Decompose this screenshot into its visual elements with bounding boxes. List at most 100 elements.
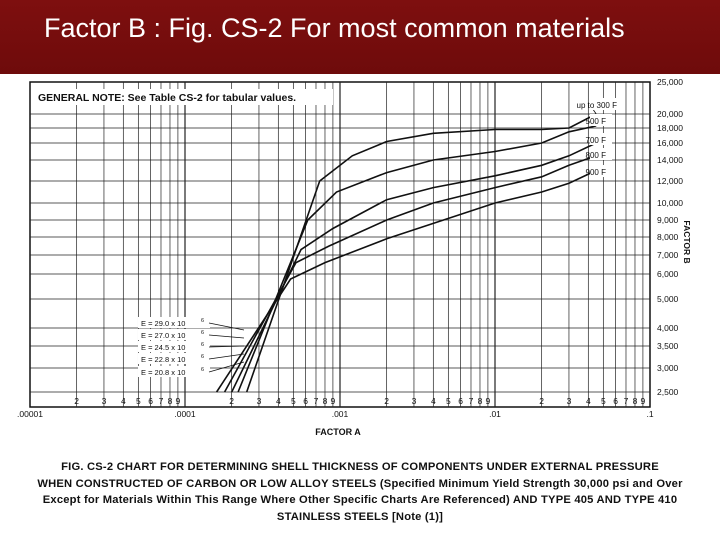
modulus-label: E = 24.5 x 10 <box>141 343 185 352</box>
y-axis-title: FACTOR B <box>682 220 692 263</box>
x-tick-label: 8 <box>633 396 638 406</box>
x-tick-label: 3 <box>412 396 417 406</box>
x-tick-label: 9 <box>176 396 181 406</box>
x-tick-label: 7 <box>314 396 319 406</box>
x-tick-label: 3 <box>567 396 572 406</box>
x-tick-label: .001 <box>332 409 349 419</box>
series-label: up to 300 F <box>577 101 618 110</box>
modulus-exponent: 6 <box>201 330 204 336</box>
x-tick-label: 9 <box>486 396 491 406</box>
caption-line-2: WHEN CONSTRUCTED OF CARBON OR LOW ALLOY … <box>37 477 683 490</box>
y-tick-label: 20,000 <box>657 109 683 119</box>
modulus-label: E = 27.0 x 10 <box>141 331 185 340</box>
x-tick-label: .0001 <box>174 409 196 419</box>
series-lines <box>215 104 597 393</box>
x-tick-label: 4 <box>276 396 281 406</box>
x-tick-label: 2 <box>74 396 79 406</box>
caption-line-1: FIG. CS-2 CHART FOR DETERMINING SHELL TH… <box>61 461 659 473</box>
x-tick-label: .00001 <box>17 409 43 419</box>
series-label: 700 F <box>586 136 607 145</box>
grid <box>30 82 650 407</box>
series-label-box <box>590 114 612 126</box>
modulus-label-box <box>138 329 210 340</box>
modulus-label: E = 29.0 x 10 <box>141 319 185 328</box>
modulus-label: E = 20.8 x 10 <box>141 368 185 377</box>
series-line <box>223 155 597 393</box>
x-tick-label: 8 <box>478 396 483 406</box>
modulus-label-box <box>138 366 210 377</box>
x-tick-label: 8 <box>323 396 328 406</box>
x-tick-label: 5 <box>291 396 296 406</box>
x-tick-label: 6 <box>458 396 463 406</box>
x-tick-label: 5 <box>446 396 451 406</box>
y-tick-label: 8,000 <box>657 232 679 242</box>
series-line <box>245 113 597 393</box>
series-label-box <box>590 148 612 160</box>
x-tick-label: 7 <box>469 396 474 406</box>
y-tick-label: 10,000 <box>657 198 683 208</box>
modulus-leader <box>208 322 245 331</box>
modulus-exponent: 6 <box>201 354 204 360</box>
x-tick-label: 6 <box>613 396 618 406</box>
series-label: 500 F <box>586 117 607 126</box>
series-label-box <box>590 133 612 145</box>
modulus-leader <box>208 353 245 360</box>
x-tick-label: 2 <box>539 396 544 406</box>
general-note: GENERAL NOTE: See Table CS-2 for tabular… <box>38 92 296 104</box>
x-tick-label: 7 <box>159 396 164 406</box>
modulus-exponent: 6 <box>201 367 204 373</box>
x-tick-label: .1 <box>646 409 653 419</box>
y-tick-label: 14,000 <box>657 155 683 165</box>
x-tick-label: 5 <box>136 396 141 406</box>
y-tick-label: 12,000 <box>657 176 683 186</box>
series-label: 900 F <box>586 168 607 177</box>
x-tick-label: 8 <box>168 396 173 406</box>
modulus-label-box <box>138 317 210 328</box>
figure-caption: FIG. CS-2 CHART FOR DETERMINING SHELL TH… <box>8 459 712 525</box>
x-tick-label: 6 <box>303 396 308 406</box>
caption-line-3: Except for Materials Within This Range W… <box>42 494 678 506</box>
x-tick-label: .01 <box>489 409 501 419</box>
x-tick-label: 3 <box>102 396 107 406</box>
series-label-box <box>590 98 624 110</box>
x-axis-title: FACTOR A <box>315 427 361 437</box>
y-tick-label: 6,000 <box>657 269 679 279</box>
x-tick-label: 5 <box>601 396 606 406</box>
x-tick-label: 4 <box>431 396 436 406</box>
modulus-leader <box>208 334 245 339</box>
slide-title: Factor B : Fig. CS-2 For most common mat… <box>44 13 625 43</box>
series-line <box>237 125 597 393</box>
y-tick-label: 4,000 <box>657 323 679 333</box>
x-tick-label: 4 <box>121 396 126 406</box>
x-tick-label: 3 <box>257 396 262 406</box>
series-label-box <box>590 165 612 177</box>
x-tick-label: 6 <box>148 396 153 406</box>
y-tick-label: 3,500 <box>657 341 679 351</box>
modulus-leader <box>208 345 245 348</box>
y-tick-label: 2,500 <box>657 387 679 397</box>
x-tick-label: 9 <box>331 396 336 406</box>
x-tick-label: 9 <box>641 396 646 406</box>
x-tick-label: 7 <box>624 396 629 406</box>
y-tick-label: 7,000 <box>657 250 679 260</box>
caption-line-4: STAINLESS STEELS [Note (1)] <box>276 510 444 523</box>
modulus-label: E = 22.8 x 10 <box>141 355 185 364</box>
modulus-label-box <box>138 341 210 352</box>
series-line <box>215 169 597 393</box>
modulus-exponent: 6 <box>201 342 204 348</box>
y-tick-label: 16,000 <box>657 138 683 148</box>
series-label: 800 F <box>586 151 607 160</box>
title-bar <box>0 0 720 74</box>
y-tick-label: 9,000 <box>657 215 679 225</box>
y-tick-label: 25,000 <box>657 77 683 87</box>
x-tick-label: 4 <box>586 396 591 406</box>
y-tick-label: 5,000 <box>657 294 679 304</box>
y-tick-label: 3,000 <box>657 363 679 373</box>
series-line <box>230 142 597 393</box>
modulus-exponent: 6 <box>201 318 204 324</box>
general-note-box <box>33 89 333 105</box>
modulus-leader <box>208 361 245 373</box>
x-tick-label: 2 <box>384 396 389 406</box>
